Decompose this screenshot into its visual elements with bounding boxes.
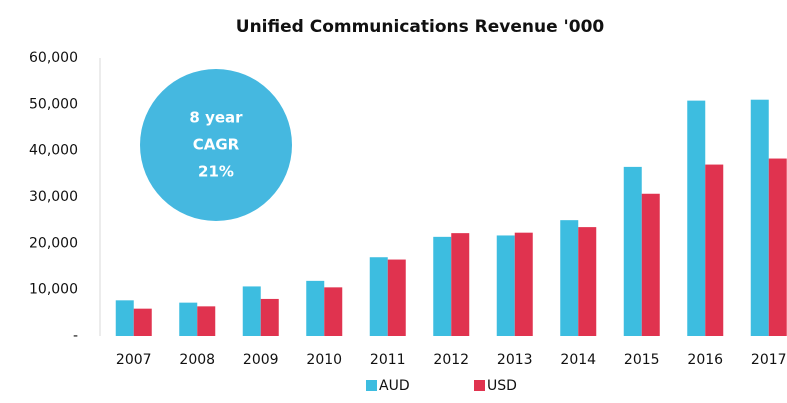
y-tick-label: 40,000: [29, 143, 78, 159]
x-tick-label: 2009: [243, 352, 279, 368]
bar: [179, 302, 198, 336]
annotation: 21%: [198, 163, 234, 181]
annotation-circle: [140, 69, 292, 221]
x-tick-label: 2011: [370, 352, 406, 368]
x-tick-label: 2015: [624, 352, 660, 368]
bar: [560, 220, 579, 336]
x-tick-label: 2014: [560, 352, 596, 368]
bar: [115, 300, 134, 336]
x-tick-label: 2007: [116, 352, 152, 368]
legend-swatch: [474, 380, 485, 391]
bar: [387, 259, 406, 336]
y-tick-label: 60,000: [29, 50, 78, 66]
legend-label: USD: [487, 378, 517, 394]
bar: [197, 306, 216, 336]
x-tick-label: 2012: [433, 352, 469, 368]
bar: [369, 257, 388, 336]
annotation: 8 year: [189, 109, 243, 127]
bar: [641, 193, 660, 336]
annotation: CAGR: [193, 136, 240, 154]
y-tick-label: 50,000: [29, 96, 78, 112]
y-tick-label: 20,000: [29, 235, 78, 251]
legend-swatch: [366, 380, 377, 391]
bar: [242, 286, 261, 336]
bar: [496, 235, 515, 336]
bar: [578, 227, 597, 336]
chart-title: Unified Communications Revenue '000: [236, 17, 605, 37]
bar: [687, 100, 706, 336]
x-tick-label: 2017: [751, 352, 787, 368]
x-tick-label: 2008: [179, 352, 215, 368]
x-tick-label: 2013: [497, 352, 533, 368]
bar: [260, 298, 279, 336]
y-tick-label: 30,000: [29, 189, 78, 205]
bar: [514, 232, 533, 336]
bar: [433, 236, 452, 336]
bar: [451, 233, 470, 336]
bar: [133, 308, 152, 336]
bar: [623, 166, 642, 336]
bar: [750, 99, 769, 336]
y-tick-label: 10,000: [29, 282, 78, 298]
bar: [705, 164, 724, 336]
x-tick-label: 2016: [687, 352, 723, 368]
y-tick-label: -: [73, 328, 78, 344]
x-tick-label: 2010: [306, 352, 342, 368]
legend-label: AUD: [379, 378, 410, 394]
bar: [324, 287, 343, 336]
bar: [306, 280, 325, 336]
bar: [768, 158, 787, 336]
